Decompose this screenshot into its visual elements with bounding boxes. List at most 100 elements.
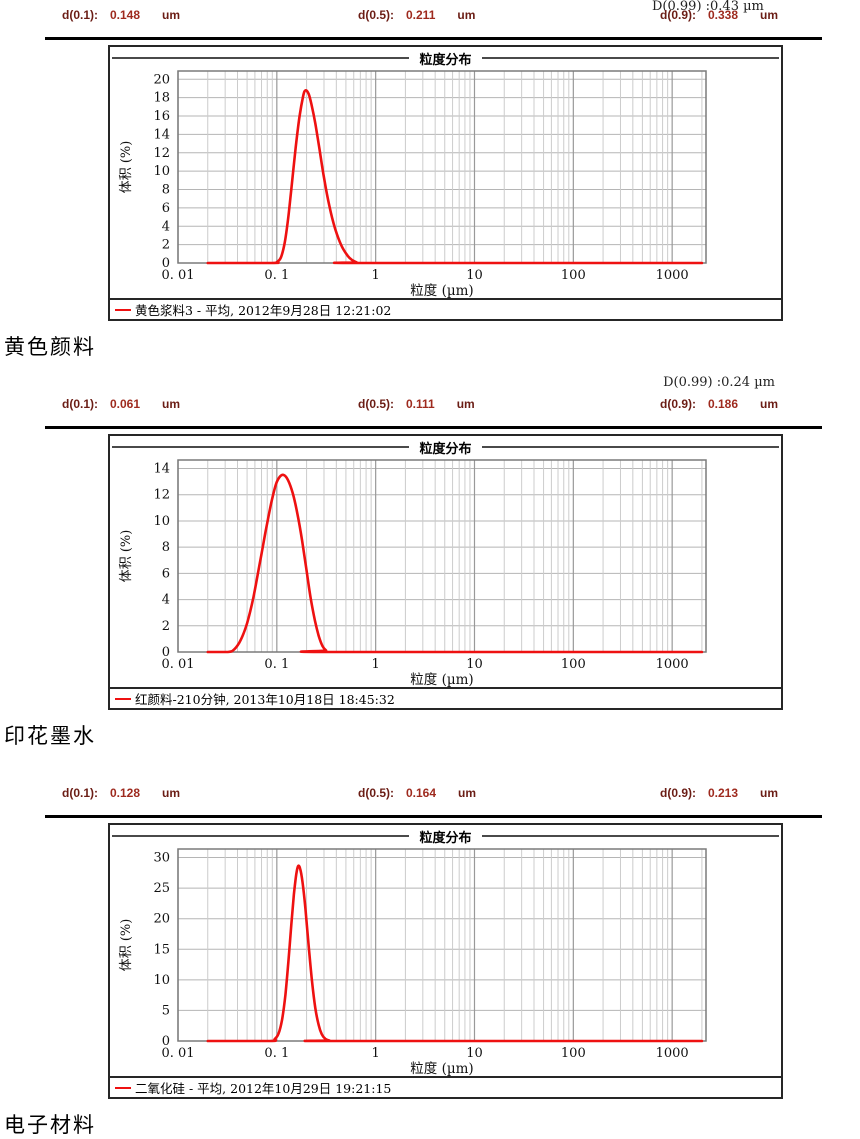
- svg-text:1: 1: [372, 657, 380, 672]
- d-values-row: d(0.1): 0.148 um d(0.5): 0.211 um d(0.9): 0.3…: [0, 8, 860, 24]
- d-values-row: d(0.1): 0.061 um d(0.5): 0.111 um d(0.9): 0.1…: [0, 397, 860, 413]
- svg-text:10: 10: [153, 514, 170, 529]
- d90-value: 0.213: [708, 786, 739, 800]
- svg-text:粒度 (µm): 粒度 (µm): [410, 1061, 473, 1076]
- svg-text:体积 (%): 体积 (%): [119, 919, 134, 972]
- svg-text:15: 15: [153, 942, 170, 957]
- chart-title: 粒度分布: [409, 827, 482, 846]
- d90-label: d(0.9):: [660, 8, 696, 22]
- svg-text:4: 4: [162, 593, 170, 608]
- svg-text:体积 (%): 体积 (%): [119, 141, 134, 194]
- distribution-plot: 0 2 4 6 8 10 12 14 16 18 20 0. 01 0. 1 1 10 100 1000 体积 (…: [119, 70, 707, 298]
- d10-value: 0.148: [110, 8, 141, 22]
- svg-text:4: 4: [162, 219, 170, 234]
- chart-frame: 粒度分布 0 2 4 6 8 10 12 14 0. 01 0. 1 1 10 100 1000 体积 (%…: [108, 434, 783, 710]
- d10-label: d(0.1):: [62, 8, 98, 22]
- divider-rule: [45, 426, 822, 429]
- svg-text:粒度 (µm): 粒度 (µm): [410, 672, 473, 687]
- svg-text:100: 100: [561, 268, 586, 283]
- svg-text:1: 1: [372, 1046, 380, 1061]
- svg-text:10: 10: [153, 973, 170, 988]
- d90-value: 0.338: [708, 8, 739, 22]
- svg-text:10: 10: [466, 657, 483, 672]
- svg-text:2: 2: [162, 238, 170, 253]
- svg-text:0: 0: [162, 256, 170, 271]
- chart-section-electronic-materials: d(0.1): 0.128 um d(0.5): 0.164 um d(0.9): 0.2…: [0, 786, 860, 1139]
- svg-text:0: 0: [162, 645, 170, 660]
- divider-rule: [45, 37, 822, 40]
- d50-value: 0.111: [406, 397, 435, 411]
- d90-unit: um: [760, 8, 779, 22]
- section-label: 印花墨水: [4, 724, 96, 748]
- svg-text:0. 01: 0. 01: [161, 1046, 194, 1061]
- d10-label: d(0.1):: [62, 397, 98, 411]
- section-label: 电子材料: [4, 1113, 96, 1137]
- svg-text:100: 100: [561, 657, 586, 672]
- d50-label: d(0.5):: [358, 786, 394, 800]
- distribution-plot: 0 5 10 15 20 25 30 0. 01 0. 1 1 10 100 1000 体积 (%) 粒度 …: [119, 848, 707, 1076]
- svg-text:100: 100: [561, 1046, 586, 1061]
- svg-text:14: 14: [153, 462, 170, 477]
- svg-text:0. 01: 0. 01: [161, 657, 194, 672]
- d10-group: d(0.1): 0.061 um: [62, 397, 180, 411]
- d90-group: d(0.9): 0.338 um: [660, 8, 778, 22]
- svg-text:0: 0: [162, 1034, 170, 1049]
- d10-value: 0.061: [110, 397, 141, 411]
- d50-group: d(0.5): 0.111 um: [358, 397, 475, 411]
- d50-value: 0.164: [406, 786, 437, 800]
- legend-color-dash-icon: [115, 308, 131, 311]
- d10-value: 0.128: [110, 786, 141, 800]
- svg-text:8: 8: [162, 183, 170, 198]
- svg-text:25: 25: [153, 881, 170, 896]
- svg-text:2: 2: [162, 619, 170, 634]
- d99-note-clipped: D(0.99) :0.43 µm: [652, 0, 764, 14]
- svg-text:30: 30: [153, 851, 170, 866]
- chart-section-yellow-pigment: d(0.1): 0.148 um d(0.5): 0.211 um d(0.9): 0.3…: [0, 8, 860, 361]
- d50-label: d(0.5):: [358, 397, 394, 411]
- svg-text:6: 6: [162, 201, 170, 216]
- svg-text:0. 1: 0. 1: [264, 657, 289, 672]
- d90-value: 0.186: [708, 397, 739, 411]
- svg-text:12: 12: [153, 146, 170, 161]
- svg-text:体积 (%): 体积 (%): [119, 530, 134, 583]
- d10-label: d(0.1):: [62, 786, 98, 800]
- svg-text:20: 20: [153, 912, 170, 927]
- legend-strip: 二氧化硅 - 平均, 2012年10月29日 19:21:15: [110, 1076, 781, 1097]
- svg-text:10: 10: [153, 164, 170, 179]
- svg-text:5: 5: [162, 1003, 170, 1018]
- d10-unit: um: [162, 397, 181, 411]
- d99-note: D(0.99) :0.24 µm: [663, 375, 775, 390]
- svg-text:1000: 1000: [656, 657, 689, 672]
- legend-strip: 黄色浆料3 - 平均, 2012年9月28日 12:21:02: [110, 298, 781, 319]
- d50-label: d(0.5):: [358, 8, 394, 22]
- svg-text:粒度 (µm): 粒度 (µm): [410, 283, 473, 298]
- svg-text:16: 16: [153, 109, 170, 124]
- chart-title-row: 粒度分布: [110, 49, 781, 68]
- chart-title: 粒度分布: [409, 49, 482, 68]
- legend-color-dash-icon: [115, 1086, 131, 1089]
- chart-title-row: 粒度分布: [110, 438, 781, 457]
- d50-unit: um: [457, 8, 476, 22]
- distribution-plot: 0 2 4 6 8 10 12 14 0. 01 0. 1 1 10 100 1000 体积 (%) 粒度 (…: [119, 459, 707, 687]
- svg-text:14: 14: [153, 127, 170, 142]
- legend-label: 二氧化硅 - 平均, 2012年10月29日 19:21:15: [135, 1081, 392, 1096]
- d10-unit: um: [162, 786, 181, 800]
- svg-text:1000: 1000: [656, 268, 689, 283]
- svg-text:1: 1: [372, 268, 380, 283]
- chart-title: 粒度分布: [409, 438, 482, 457]
- legend-color-dash-icon: [115, 697, 131, 700]
- svg-text:8: 8: [162, 540, 170, 555]
- d50-unit: um: [456, 397, 475, 411]
- d90-unit: um: [760, 786, 779, 800]
- svg-text:20: 20: [153, 72, 170, 87]
- svg-text:6: 6: [162, 566, 170, 581]
- d90-group: d(0.9): 0.186 um: [660, 397, 778, 411]
- d50-group: d(0.5): 0.164 um: [358, 786, 476, 800]
- svg-text:12: 12: [153, 488, 170, 503]
- chart-frame: 粒度分布 0 5 10 15 20 25 30 0. 01 0. 1 1 10 100 1000 体积 (…: [108, 823, 783, 1099]
- svg-text:10: 10: [466, 1046, 483, 1061]
- d10-group: d(0.1): 0.128 um: [62, 786, 180, 800]
- d90-group: d(0.9): 0.213 um: [660, 786, 778, 800]
- d50-value: 0.211: [406, 8, 436, 22]
- svg-text:0. 1: 0. 1: [264, 268, 289, 283]
